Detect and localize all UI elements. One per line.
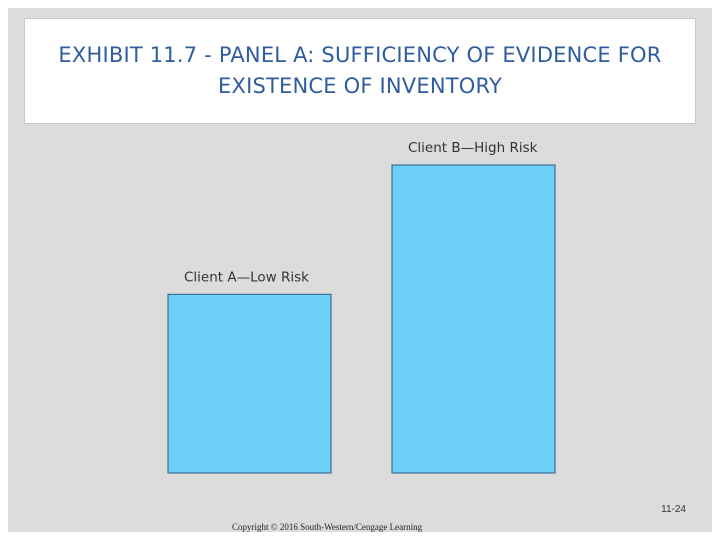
slide: EXHIBIT 11.7 - PANEL A: SUFFICIENCY OF E… bbox=[8, 8, 712, 532]
bar-label-client-b: Client B—High Risk bbox=[408, 140, 538, 156]
bar-label-client-a: Client A—Low Risk bbox=[184, 269, 309, 285]
slide-title: EXHIBIT 11.7 - PANEL A: SUFFICIENCY OF E… bbox=[58, 43, 662, 98]
page-number: 11-24 bbox=[661, 504, 686, 515]
copyright-notice: Copyright © 2016 South-Western/Cengage L… bbox=[232, 522, 423, 532]
title-box: EXHIBIT 11.7 - PANEL A: SUFFICIENCY OF E… bbox=[24, 18, 696, 124]
bar-client-a bbox=[167, 293, 332, 474]
bar-client-b bbox=[391, 164, 556, 474]
